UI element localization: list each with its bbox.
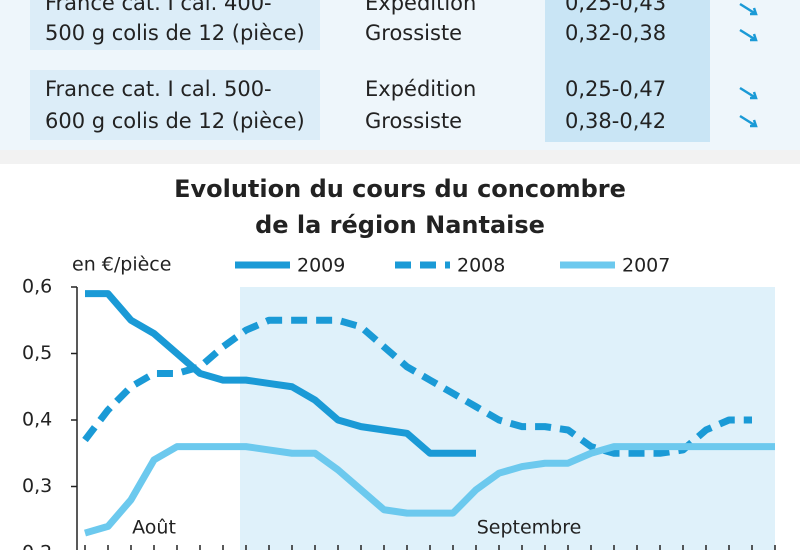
- chart-title: de la région Nantaise: [255, 211, 545, 239]
- y-tick-label: 0,4: [22, 409, 52, 431]
- series-line: [84, 443, 775, 537]
- y-axis-label: en €/pièce: [72, 254, 171, 276]
- y-tick-label: 0,2: [22, 542, 52, 550]
- price-label: 0,32-0,38: [565, 21, 666, 45]
- series-line: [82, 316, 752, 457]
- stage-label: Grossiste: [365, 21, 462, 45]
- y-tick-label: 0,3: [22, 475, 52, 497]
- product-label: France cat. I cal. 500-: [45, 77, 272, 101]
- stage-label: Grossiste: [365, 109, 462, 133]
- trend-arrows: [739, 2, 758, 128]
- chart-title: Evolution du cours du concombre: [174, 175, 626, 203]
- product-label: 600 g colis de 12 (pièce): [45, 109, 305, 133]
- price-label: 0,25-0,43: [565, 0, 666, 15]
- legend-label: 2007: [622, 255, 670, 277]
- price-label: 0,38-0,42: [565, 109, 666, 133]
- cell-bg: [30, 70, 320, 140]
- legend-label: 2008: [457, 255, 505, 277]
- product-label: 500 g colis de 12 (pièce): [45, 21, 305, 45]
- x-tick-label: Septembre: [477, 517, 582, 539]
- series-line: [85, 290, 476, 457]
- legend-label: 2009: [297, 255, 345, 277]
- product-label: France cat. I cal. 400-: [45, 0, 272, 15]
- stage-label: Expédition: [365, 0, 476, 15]
- price-column-bg: [545, 0, 710, 142]
- price-label: 0,25-0,47: [565, 77, 666, 101]
- y-tick-label: 0,6: [22, 276, 52, 298]
- cell-bg: [30, 0, 320, 50]
- y-tick-label: 0,5: [22, 342, 52, 364]
- separator: [0, 150, 800, 164]
- stage-label: Expédition: [365, 77, 476, 101]
- x-tick-label: Août: [132, 517, 176, 539]
- plot-bg: [240, 287, 775, 550]
